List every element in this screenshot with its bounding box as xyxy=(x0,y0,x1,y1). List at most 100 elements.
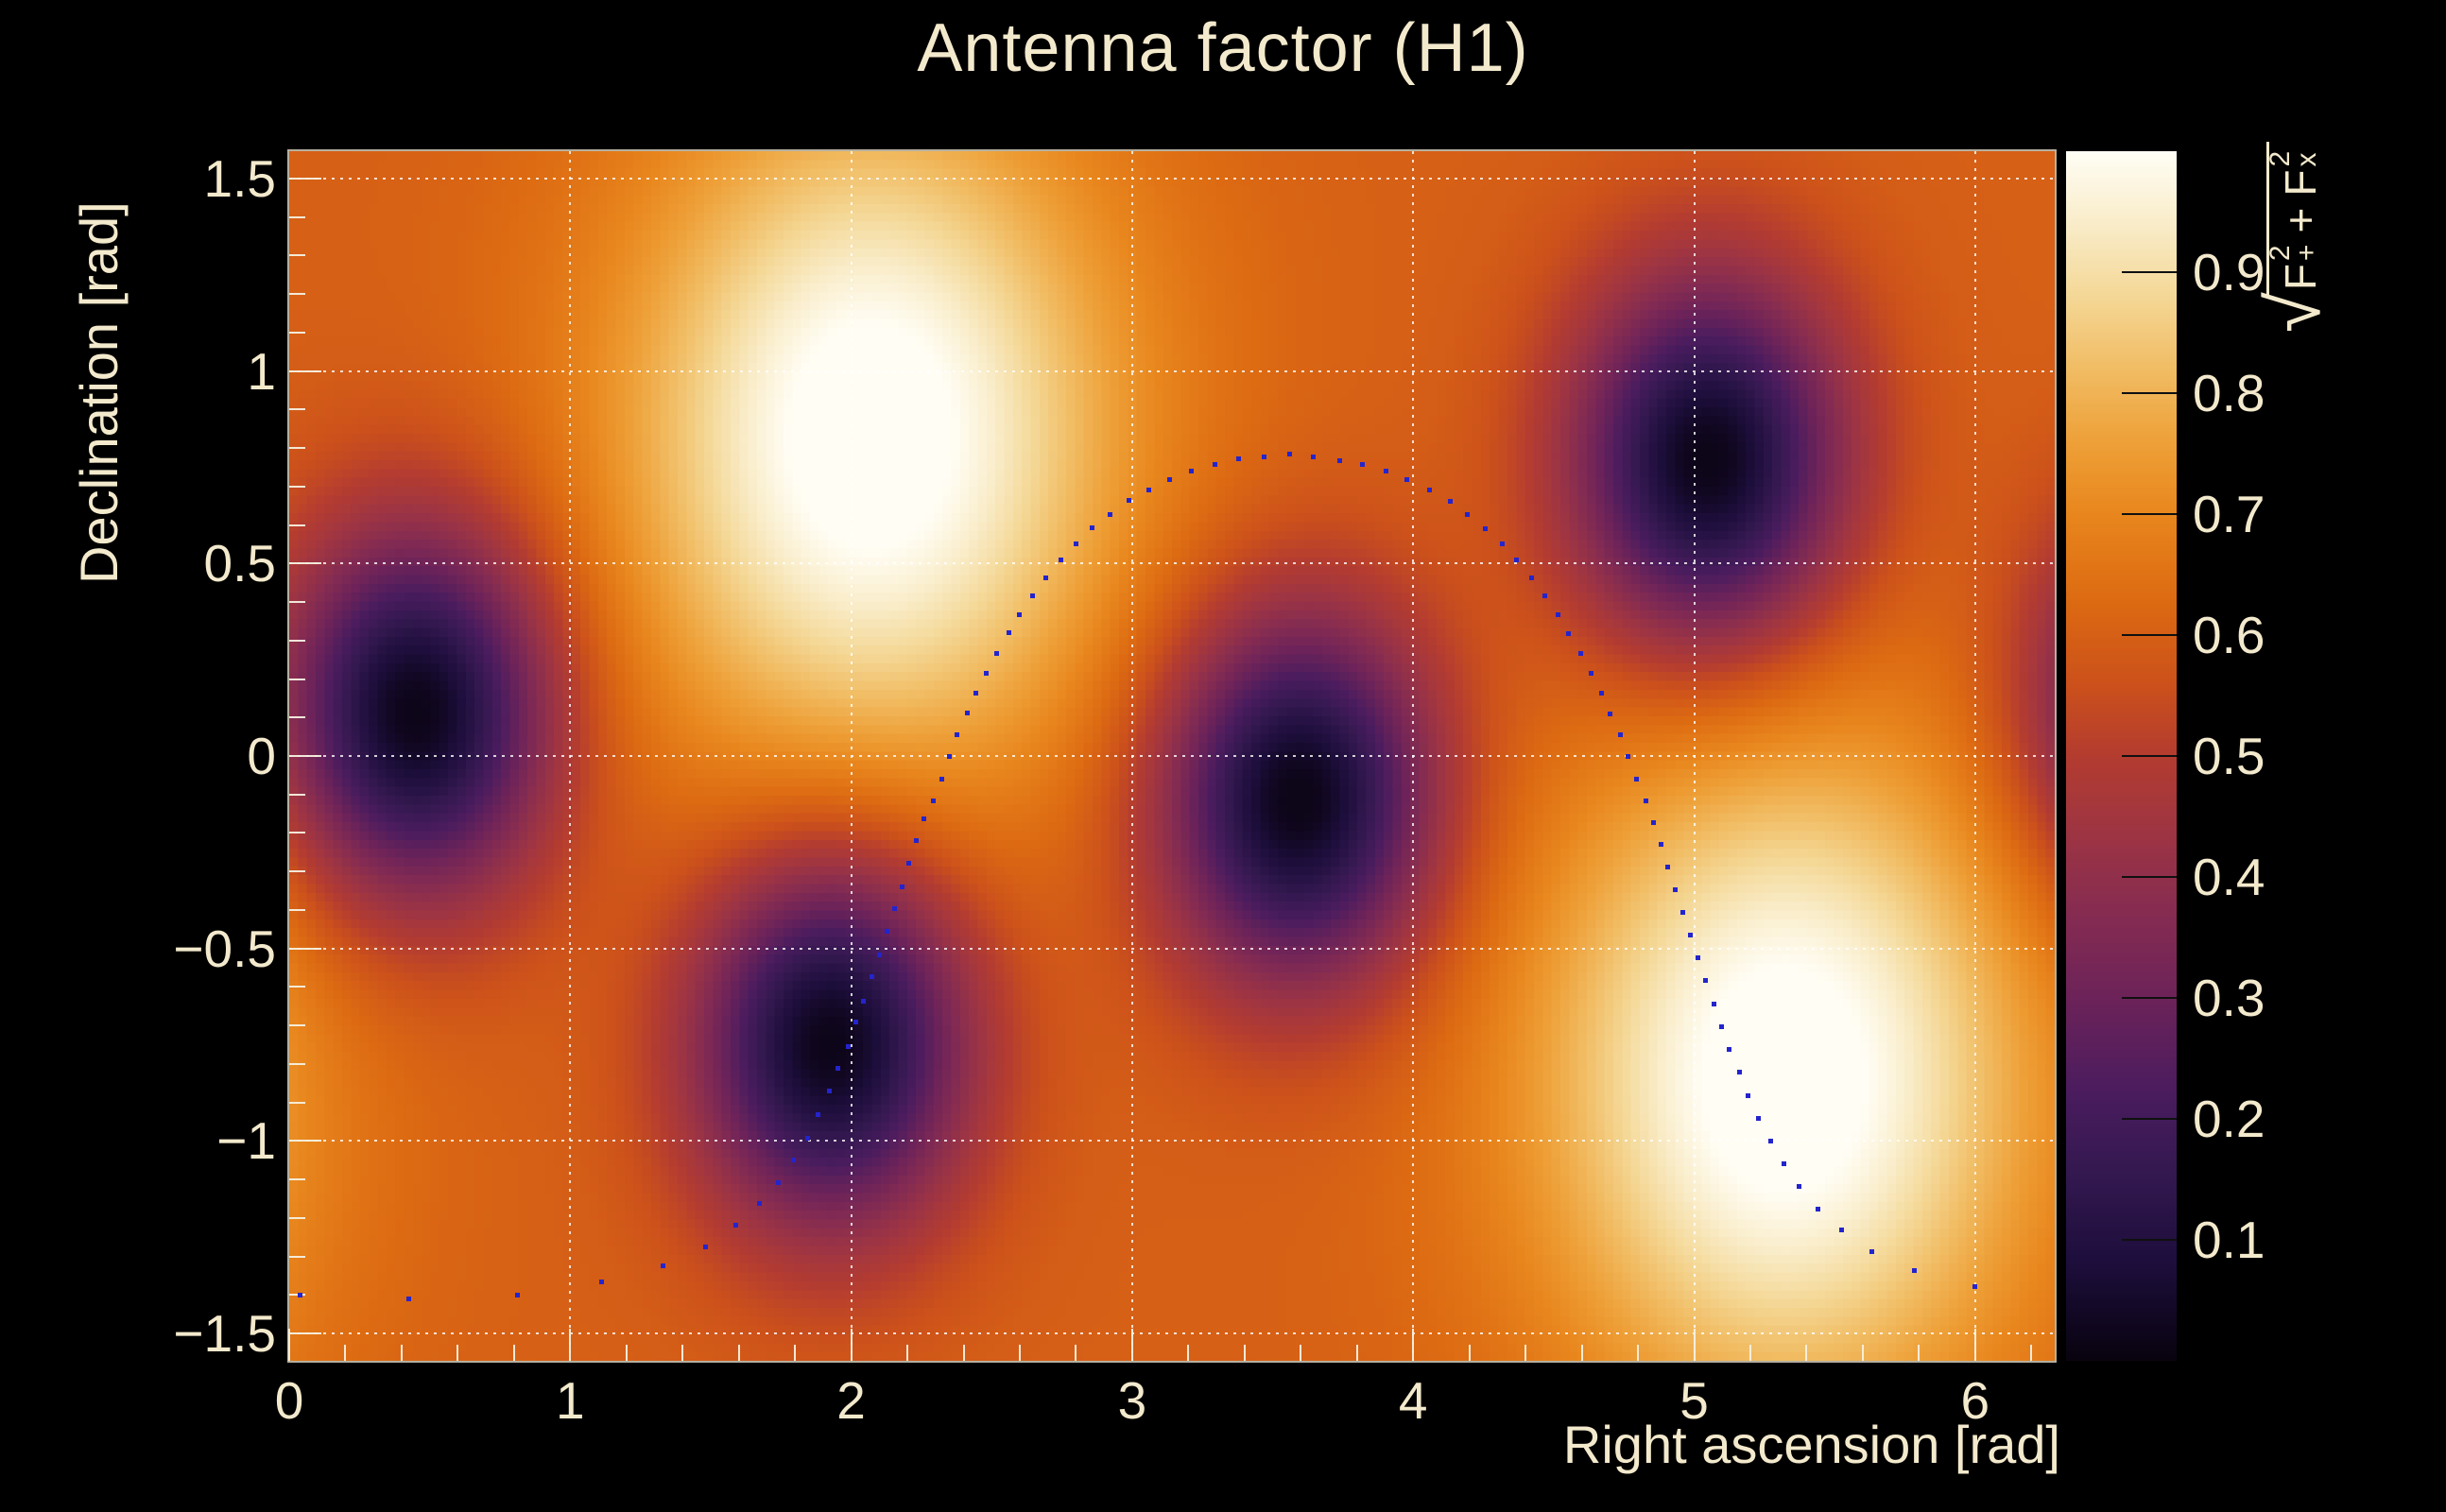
y-minor-tick xyxy=(289,793,305,796)
y-minor-tick xyxy=(289,447,305,450)
trajectory-dot xyxy=(1577,650,1583,656)
y-tick-label: −1.5 xyxy=(173,1304,276,1364)
colorbar-tick xyxy=(2122,271,2177,273)
x-tick-label: 2 xyxy=(836,1371,866,1430)
trajectory-dot xyxy=(1727,1047,1732,1053)
trajectory-dot xyxy=(930,798,936,803)
trajectory-dot xyxy=(1311,454,1317,459)
x-minor-tick xyxy=(1637,1345,1640,1361)
colorbar-tick xyxy=(2122,513,2177,515)
grid-line-horizontal xyxy=(289,947,2055,950)
y-major-tick xyxy=(289,1140,321,1143)
y-major-tick xyxy=(289,947,321,950)
f-plus-supsub: 2 + xyxy=(2265,245,2322,262)
x-tick-label: 4 xyxy=(1398,1371,1428,1430)
trajectory-dot xyxy=(1816,1206,1821,1211)
trajectory-dot xyxy=(1688,932,1694,937)
x-minor-tick xyxy=(625,1345,628,1361)
trajectory-dot xyxy=(906,861,912,867)
trajectory-dot xyxy=(1626,753,1631,759)
trajectory-dot xyxy=(1058,558,1063,563)
y-tick-label: −1 xyxy=(216,1111,276,1171)
y-minor-tick xyxy=(289,601,305,604)
trajectory-dot xyxy=(1090,524,1095,530)
f-cross-sup: 2 xyxy=(2265,150,2296,167)
trajectory-dot xyxy=(1643,798,1648,803)
x-minor-tick xyxy=(1748,1345,1751,1361)
y-minor-tick xyxy=(289,293,305,296)
trajectory-dot xyxy=(853,1020,859,1025)
x-minor-tick xyxy=(512,1345,515,1361)
trajectory-dot xyxy=(1126,497,1131,503)
x-minor-tick xyxy=(1580,1345,1583,1361)
trajectory-dot xyxy=(1972,1283,1978,1289)
trajectory-dot xyxy=(955,732,960,738)
x-major-tick xyxy=(1130,1329,1133,1361)
trajectory-dot xyxy=(1912,1267,1918,1273)
x-major-tick xyxy=(569,1329,572,1361)
page-title: Antenna factor (H1) xyxy=(917,10,1529,86)
x-minor-tick xyxy=(794,1345,797,1361)
trajectory-dot xyxy=(1383,468,1388,473)
trajectory-dot xyxy=(964,711,970,716)
colorbar-tick-label: 0.3 xyxy=(2193,969,2265,1027)
x-minor-tick xyxy=(1300,1345,1302,1361)
trajectory-dot xyxy=(816,1112,821,1118)
trajectory-dot xyxy=(1006,629,1011,635)
y-minor-tick xyxy=(289,986,305,988)
trajectory-dot xyxy=(884,928,889,934)
colorbar-tick-label: 0.9 xyxy=(2193,243,2265,301)
y-major-tick xyxy=(289,369,321,372)
trajectory-dot xyxy=(1756,1115,1762,1121)
trajectory-dot xyxy=(891,905,897,911)
x-minor-tick xyxy=(737,1345,740,1361)
grid-line-horizontal xyxy=(289,1332,2055,1335)
plot-frame xyxy=(287,149,2057,1363)
trajectory-dot xyxy=(1658,842,1663,848)
x-minor-tick xyxy=(962,1345,965,1361)
trajectory-dot xyxy=(791,1158,797,1163)
y-minor-tick xyxy=(289,639,305,642)
trajectory-dot xyxy=(732,1223,738,1228)
grid-line-horizontal xyxy=(289,755,2055,757)
x-tick-label: 1 xyxy=(556,1371,585,1430)
trajectory-dot xyxy=(1665,865,1671,870)
x-tick-label: 6 xyxy=(1960,1371,1990,1430)
trajectory-dot xyxy=(1188,468,1194,473)
y-minor-tick xyxy=(289,870,305,873)
y-minor-tick xyxy=(289,1216,305,1219)
trajectory-dot xyxy=(1336,457,1342,463)
y-minor-tick xyxy=(289,331,305,334)
f-cross-term: F 2 x xyxy=(2265,151,2326,197)
trajectory-dot xyxy=(1746,1092,1751,1098)
trajectory-dot xyxy=(914,838,920,844)
x-major-tick xyxy=(1693,1329,1696,1361)
sqrt-radicand: F 2 + + F 2 x xyxy=(2265,141,2326,297)
x-minor-tick xyxy=(906,1345,909,1361)
trajectory-dot xyxy=(1447,498,1453,504)
trajectory-dot xyxy=(946,753,952,759)
y-major-tick xyxy=(289,177,321,180)
trajectory-dot xyxy=(1236,456,1242,462)
x-minor-tick xyxy=(1468,1345,1471,1361)
x-major-tick xyxy=(288,1329,290,1361)
x-tick-label: 3 xyxy=(1117,1371,1147,1430)
grid-line-horizontal xyxy=(289,562,2055,565)
trajectory-dot xyxy=(1261,454,1266,459)
x-minor-tick xyxy=(1187,1345,1190,1361)
trajectory-dot xyxy=(984,670,990,676)
y-minor-tick xyxy=(289,215,305,218)
y-minor-tick xyxy=(289,254,305,257)
grid-line-horizontal xyxy=(289,177,2055,180)
trajectory-dot xyxy=(298,1292,303,1297)
trajectory-dot xyxy=(1736,1069,1742,1074)
y-minor-tick xyxy=(289,1024,305,1027)
trajectory-dot xyxy=(1650,819,1656,825)
y-major-tick xyxy=(289,1332,321,1335)
trajectory-dot xyxy=(1404,476,1410,482)
trajectory-dot xyxy=(1514,558,1520,563)
trajectory-dot xyxy=(1107,512,1112,518)
trajectory-dot xyxy=(973,691,979,696)
f-cross-sub: x xyxy=(2291,152,2322,167)
trajectory-dot xyxy=(1566,630,1572,636)
